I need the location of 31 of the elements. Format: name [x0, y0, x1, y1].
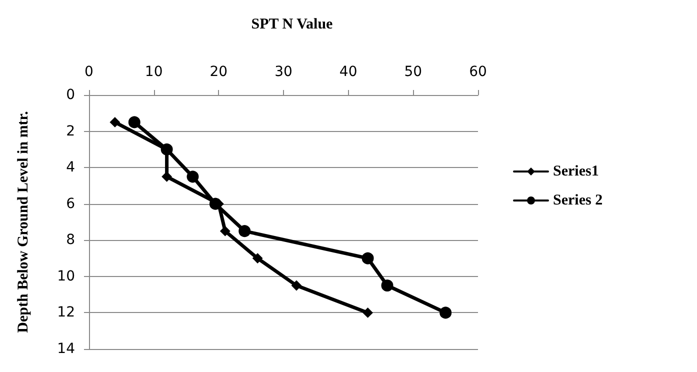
x-tick-label: 50 [404, 64, 422, 80]
point [440, 306, 452, 319]
point [238, 225, 251, 238]
point [110, 117, 120, 128]
x-tick-label: 40 [339, 64, 358, 80]
legend-label: Series1 [553, 164, 599, 180]
legend-label: Series 2 [553, 192, 603, 208]
point [362, 252, 374, 264]
y-axis-title: Depth Below Ground Level in mtr. [16, 110, 32, 333]
point [381, 280, 394, 292]
chart-title: SPT N Value [251, 16, 334, 32]
point [291, 280, 302, 290]
y-tick-label: 6 [66, 196, 76, 212]
point [220, 226, 230, 236]
point [162, 172, 172, 182]
x-tick-label: 60 [469, 64, 487, 80]
x-tick-label: 10 [144, 64, 163, 80]
y-tick-label: 8 [66, 232, 75, 248]
y-tick-label: 14 [57, 341, 76, 357]
point [186, 170, 199, 183]
y-tick-label: 12 [57, 304, 75, 321]
y-tick-label: 0 [66, 87, 75, 103]
y-tick-label: 2 [66, 123, 75, 140]
point [252, 253, 263, 264]
x-tick-label: 20 [210, 64, 228, 80]
point [128, 116, 140, 128]
point [362, 308, 373, 318]
x-tick-label: 0 [84, 64, 94, 80]
x-tick-label: 30 [274, 64, 292, 80]
y-tick-label: 10 [57, 268, 75, 284]
y-tick-label: 4 [66, 160, 76, 176]
